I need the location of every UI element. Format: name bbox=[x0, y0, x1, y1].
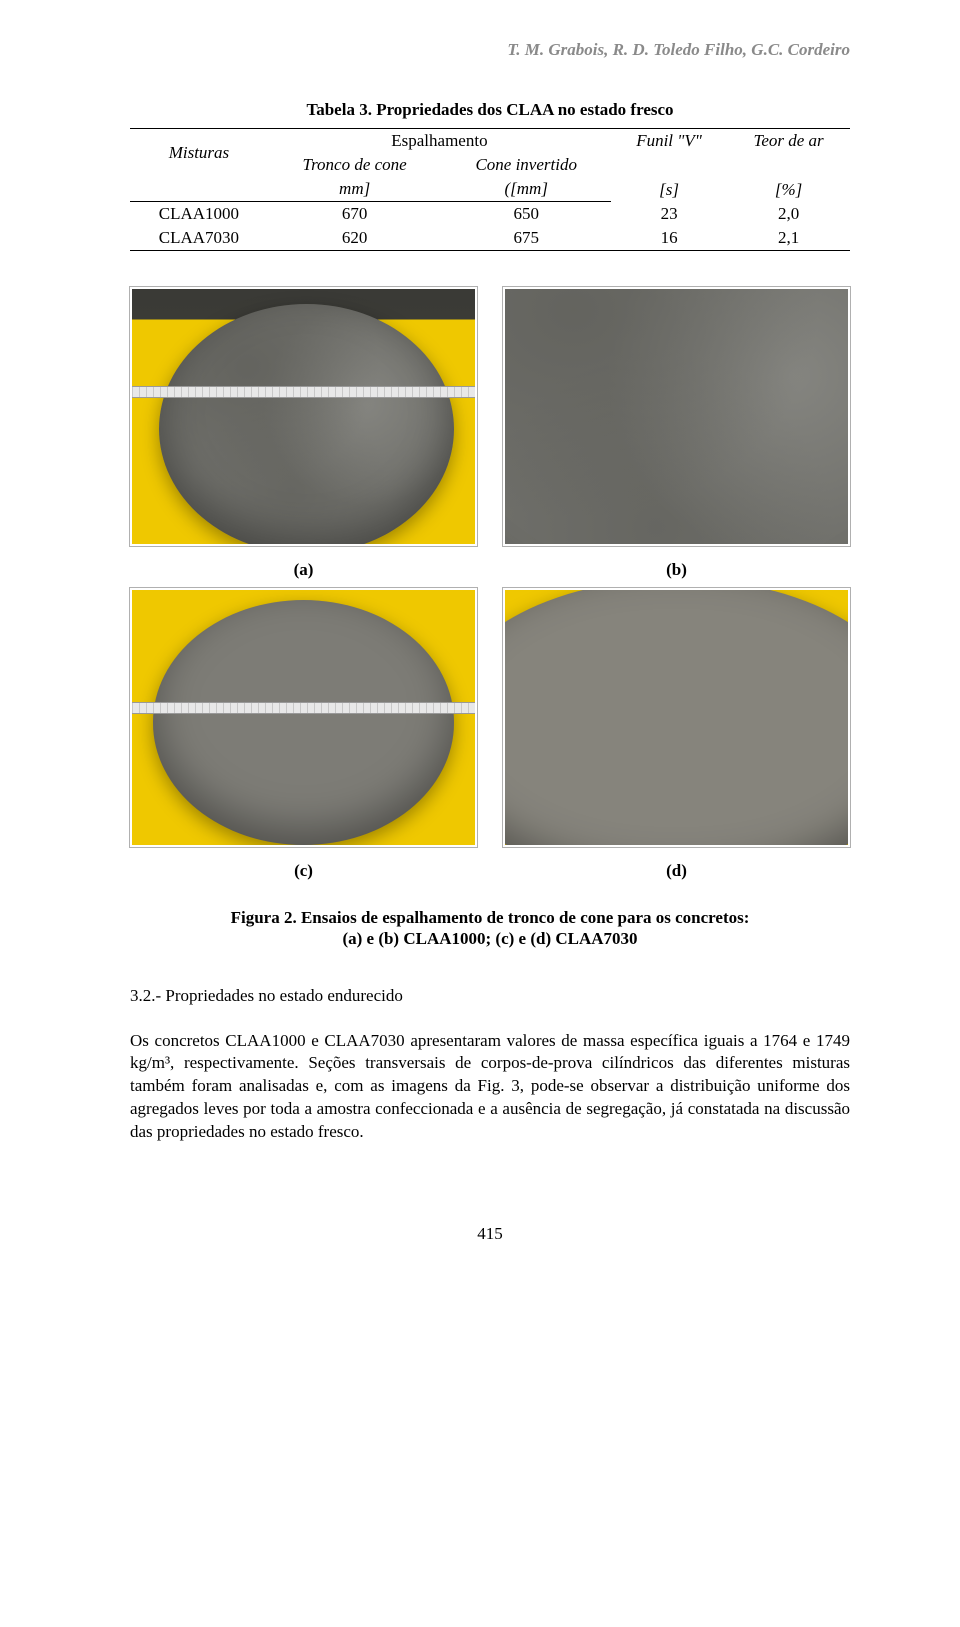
col-header-cone-inv: Cone invertido bbox=[441, 153, 611, 177]
label-a: (a) bbox=[130, 560, 477, 580]
photo-row-1 bbox=[130, 287, 850, 546]
table-row: CLAA7030 620 675 16 2,1 bbox=[130, 226, 850, 251]
col-unit-cone-inv: ([mm] bbox=[441, 177, 611, 202]
label-c: (c) bbox=[130, 861, 477, 881]
table-title: Tabela 3. Propriedades dos CLAA no estad… bbox=[130, 100, 850, 120]
cell-tronco: 670 bbox=[268, 202, 442, 227]
photo-grid: (a) (b) (c) (d) bbox=[130, 287, 850, 881]
label-d: (d) bbox=[503, 861, 850, 881]
photo-row-2 bbox=[130, 588, 850, 847]
cell-teor: 2,0 bbox=[727, 202, 850, 227]
section-heading: 3.2.- Propriedades no estado endurecido bbox=[130, 986, 850, 1006]
properties-table: Misturas Espalhamento Funil "V" Teor de … bbox=[130, 128, 850, 251]
cell-cone-inv: 675 bbox=[441, 226, 611, 251]
page: T. M. Grabois, R. D. Toledo Filho, G.C. … bbox=[0, 0, 960, 1294]
cell-cone-inv: 650 bbox=[441, 202, 611, 227]
table-row: CLAA1000 670 650 23 2,0 bbox=[130, 202, 850, 227]
col-header-teor: Teor de ar bbox=[727, 129, 850, 154]
body-paragraph: Os concretos CLAA1000 e CLAA7030 apresen… bbox=[130, 1030, 850, 1145]
cell-mistura: CLAA1000 bbox=[130, 202, 268, 227]
col-unit-funil: [s] bbox=[611, 153, 727, 202]
col-header-misturas: Misturas bbox=[130, 129, 268, 178]
figure-caption: Figura 2. Ensaios de espalhamento de tro… bbox=[225, 907, 755, 950]
label-b: (b) bbox=[503, 560, 850, 580]
cell-tronco: 620 bbox=[268, 226, 442, 251]
cell-mistura: CLAA7030 bbox=[130, 226, 268, 251]
photo-d bbox=[503, 588, 850, 847]
col-header-funil: Funil "V" bbox=[611, 129, 727, 154]
cell-funil: 23 bbox=[611, 202, 727, 227]
running-head: T. M. Grabois, R. D. Toledo Filho, G.C. … bbox=[130, 40, 850, 60]
cell-teor: 2,1 bbox=[727, 226, 850, 251]
col-header-espalhamento: Espalhamento bbox=[268, 129, 611, 154]
col-unit-tronco: mm] bbox=[268, 177, 442, 202]
col-unit-teor: [%] bbox=[727, 153, 850, 202]
photo-c bbox=[130, 588, 477, 847]
label-row-2: (c) (d) bbox=[130, 861, 850, 881]
label-row-1: (a) (b) bbox=[130, 560, 850, 580]
photo-b bbox=[503, 287, 850, 546]
cell-funil: 16 bbox=[611, 226, 727, 251]
page-number: 415 bbox=[130, 1224, 850, 1244]
col-header-tronco: Tronco de cone bbox=[268, 153, 442, 177]
photo-a bbox=[130, 287, 477, 546]
